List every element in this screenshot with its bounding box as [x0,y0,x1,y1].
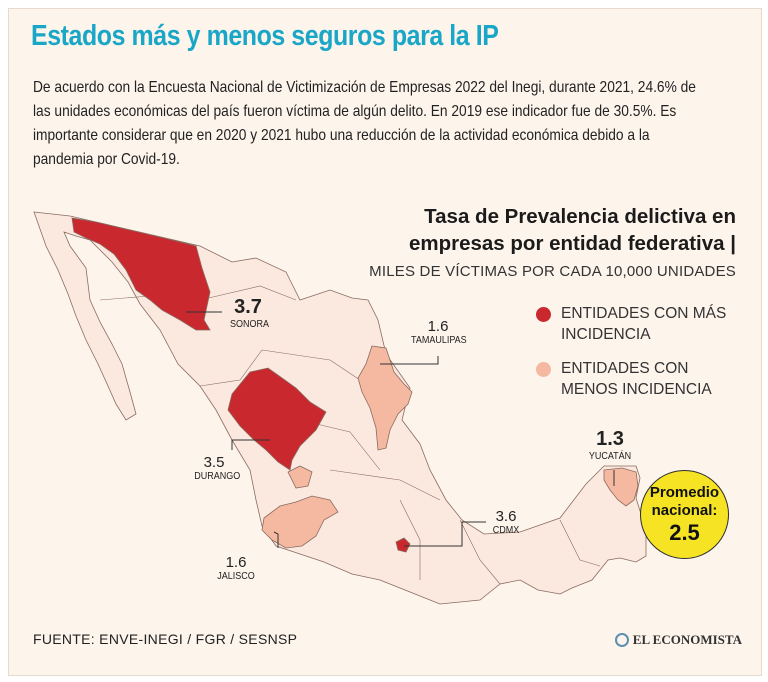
legend-low-swatch [536,362,551,377]
state-sonora [71,217,211,331]
state-jalisco [261,495,339,549]
national-average-label: Promedio nacional: [649,484,720,519]
leader-jalisco [273,531,279,548]
legend-low-label: ENTIDADES CON MENOS INCIDENCIA [561,360,712,398]
label-sonora: 3.7 SONORA [230,296,270,330]
label-durango: 3.5 DURANGO [194,454,241,482]
source-note: FUENTE: ENVE-INEGI / FGR / SESNSP [33,631,298,647]
legend-high-swatch [536,307,551,322]
label-jalisco: 1.6 JALISCO [217,554,255,582]
legend-high-label: ENTIDADES CON MÁS INCIDENCIA [561,305,727,343]
state-yucatan [603,467,639,507]
label-yucatan: 1.3 YUCATÁN [588,428,632,462]
label-cdmx: 3.6 CDMX [492,508,520,536]
national-average-badge: Promedio nacional: 2.5 [640,470,729,559]
legend-low: ENTIDADES CON MENOS INCIDENCIA [536,358,741,400]
state-durango [227,367,327,471]
state-cdmx [395,537,411,553]
national-average-value: 2.5 [669,520,700,545]
intro-paragraph: De acuerdo con la Encuesta Nacional de V… [33,79,696,168]
brand-name: EL ECONOMISTA [632,632,742,647]
leader-durango [231,439,270,450]
page-title: Estados más y menos seguros para la IP [31,20,499,52]
state-light-small [287,465,313,489]
state-tamaulipas [357,345,413,451]
label-tamaulipas: 1.6 TAMAULIPAS [411,318,467,346]
brand-logo: EL ECONOMISTA [614,632,742,648]
map-subtitle: MILES DE VÍCTIMAS POR CADA 10,000 UNIDAD… [369,263,736,280]
leader-cdmx [404,521,486,547]
leader-tamaulipas [380,356,439,365]
map-title: Tasa de Prevalencia delictiva en empresa… [408,205,736,255]
globe-icon [614,633,629,647]
legend-high: ENTIDADES CON MÁS INCIDENCIA [536,303,741,345]
